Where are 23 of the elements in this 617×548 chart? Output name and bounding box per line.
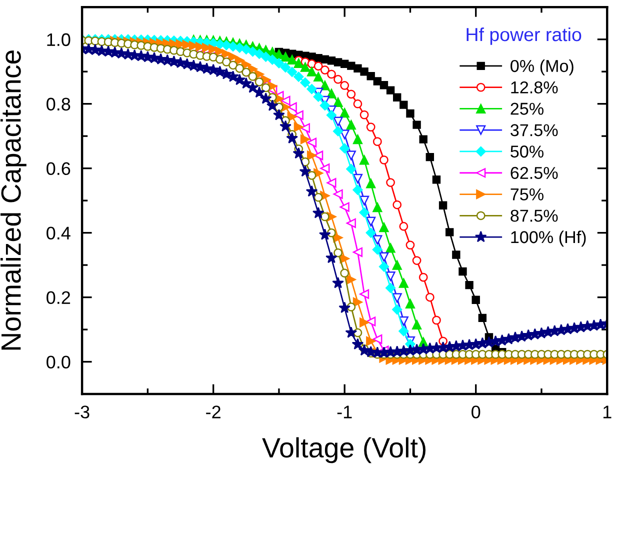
y-axis-title: Normalized Capacitance xyxy=(0,50,26,350)
y-tick-label: 0.4 xyxy=(46,226,70,240)
x-tick-label: -1 xyxy=(337,406,352,418)
legend-label: 0% (Mo) xyxy=(510,60,574,76)
y-tick-label: 0.2 xyxy=(46,291,70,304)
legend-label: 50% xyxy=(510,146,544,158)
legend-label: 75% xyxy=(510,188,544,200)
x-tick-label: -3 xyxy=(74,406,90,418)
x-axis-title: Voltage (Volt) xyxy=(262,437,426,464)
legend-title: Hf power ratio xyxy=(466,27,582,45)
y-tick-label: 0.8 xyxy=(46,98,70,111)
y-tick-label: 0.0 xyxy=(46,356,70,368)
y-tick-label: 0.6 xyxy=(46,162,70,176)
legend-label: 37.5% xyxy=(510,124,558,136)
x-tick-label: 0 xyxy=(472,406,480,418)
legend-label: 12.8% xyxy=(511,81,558,94)
legend-label: 87.5% xyxy=(510,210,558,222)
legend-label: 25% xyxy=(510,102,544,115)
y-tick-label: 1.0 xyxy=(47,33,70,46)
legend-label: 62.5% xyxy=(510,166,558,180)
x-tick-label: -2 xyxy=(206,406,220,418)
x-tick-label: 1 xyxy=(603,406,612,418)
legend-label: 100% (Hf) xyxy=(511,230,586,247)
